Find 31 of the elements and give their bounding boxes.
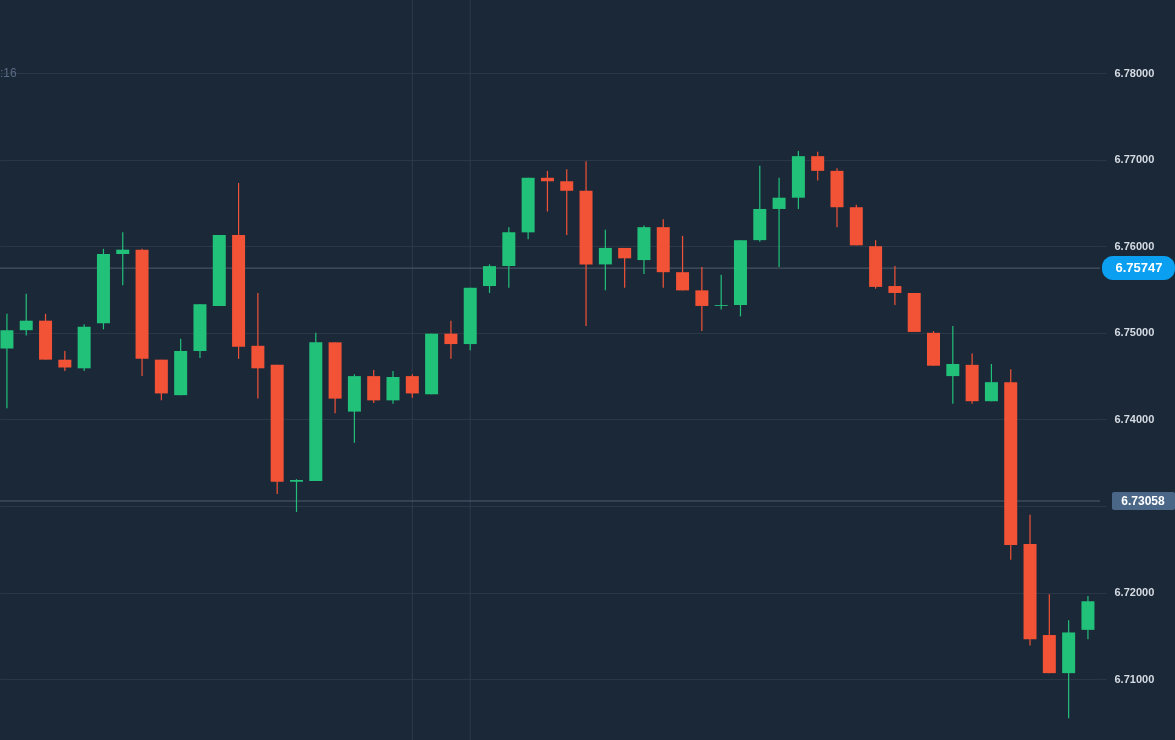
candlestick	[676, 235, 690, 291]
ref-line-label: 6.75747	[1115, 260, 1163, 276]
y-tick-label: 6.75000	[1114, 326, 1155, 339]
candlestick	[289, 478, 303, 513]
candlestick	[58, 350, 72, 372]
candlestick	[714, 274, 728, 311]
candlestick	[772, 177, 786, 268]
candlestick	[946, 325, 960, 405]
candlestick	[251, 292, 265, 400]
y-tick-label: 6.72000	[1114, 586, 1155, 599]
candlestick	[386, 370, 400, 405]
candlestick	[695, 266, 709, 332]
candlestick	[811, 151, 825, 181]
candlestick	[560, 168, 574, 236]
y-tick-label: 6.77000	[1114, 153, 1155, 166]
candlestick	[618, 247, 632, 289]
annotation: :16	[0, 66, 18, 80]
y-tick-label: 6.71000	[1114, 672, 1155, 685]
candlestick	[0, 313, 14, 409]
candlestick	[116, 231, 130, 286]
y-tick-label: 6.78000	[1114, 66, 1155, 79]
candlestick	[19, 293, 33, 336]
candlestick	[483, 263, 497, 294]
y-tick-label: 6.76000	[1114, 239, 1155, 252]
candlestick	[444, 320, 458, 360]
candlestick	[888, 265, 902, 306]
y-tick-label: 6.74000	[1114, 412, 1155, 425]
ref-line-label: 6.73058	[1121, 493, 1166, 508]
candlestick	[598, 229, 612, 291]
candlestick	[984, 363, 998, 402]
candlestick	[405, 373, 419, 399]
